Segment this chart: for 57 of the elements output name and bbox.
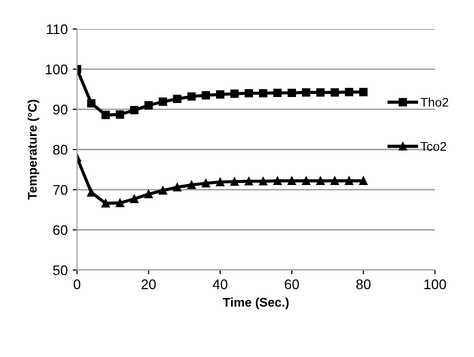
point (116, 110, 124, 119)
y-tick-label: 50 (53, 265, 68, 276)
y-tick-label: 60 (53, 225, 68, 236)
y-tick-label: 90 (53, 104, 68, 115)
point (244, 177, 254, 186)
point (273, 88, 282, 98)
point (101, 110, 110, 120)
point (316, 176, 325, 185)
x-tick-label: 60 (284, 279, 299, 290)
point (288, 176, 296, 185)
x-tick-label: 0 (74, 279, 80, 290)
point (258, 89, 268, 98)
legend-label: Tco2 (420, 142, 446, 151)
point (216, 90, 224, 99)
legend-label: Tho2 (420, 98, 448, 107)
point (330, 176, 339, 185)
point (359, 176, 368, 185)
point (101, 199, 110, 208)
point (344, 88, 354, 96)
point (130, 106, 138, 114)
point (116, 198, 124, 208)
point (273, 176, 282, 185)
point (202, 91, 210, 100)
point (173, 183, 182, 192)
point (344, 176, 354, 185)
point (302, 176, 310, 185)
point (302, 88, 310, 97)
point (230, 90, 239, 98)
point (187, 92, 196, 101)
point (258, 177, 268, 186)
point (316, 88, 325, 97)
point (330, 88, 339, 97)
x-axis-title: Time (Sec.) (222, 298, 289, 310)
point (202, 179, 210, 188)
point (288, 88, 296, 98)
x-tick-label: 80 (356, 279, 371, 290)
point (130, 194, 138, 204)
point (87, 188, 96, 197)
y-tick-label: 100 (46, 64, 68, 74)
point (173, 94, 182, 104)
y-axis-title: Temperature (°C) (28, 100, 40, 200)
point (144, 101, 153, 110)
point (158, 98, 168, 106)
point (244, 89, 254, 98)
y-tick-label: 80 (53, 144, 68, 155)
x-tick-label: 20 (142, 279, 156, 290)
point (359, 88, 368, 96)
point (144, 190, 153, 198)
x-tick-label: 40 (212, 279, 228, 290)
point (187, 180, 196, 190)
y-tick-label: 70 (53, 185, 68, 195)
y-tick-label: 110 (46, 24, 68, 34)
point (87, 99, 96, 108)
x-tick-label: 100 (424, 279, 446, 290)
point (230, 177, 239, 186)
point (158, 186, 168, 195)
point (216, 178, 224, 186)
